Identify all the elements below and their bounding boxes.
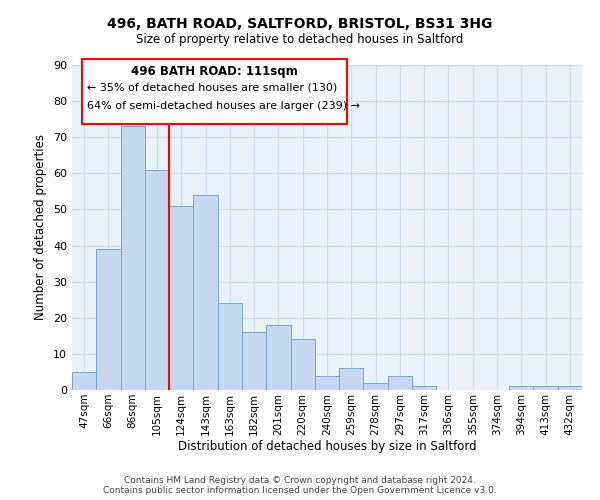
Bar: [339, 368, 364, 390]
Bar: [558, 386, 582, 390]
Bar: [364, 383, 388, 390]
FancyBboxPatch shape: [82, 58, 347, 124]
Bar: [509, 386, 533, 390]
Y-axis label: Number of detached properties: Number of detached properties: [34, 134, 47, 320]
Text: Size of property relative to detached houses in Saltford: Size of property relative to detached ho…: [136, 32, 464, 46]
Bar: [388, 376, 412, 390]
Text: Contains HM Land Registry data © Crown copyright and database right 2024.: Contains HM Land Registry data © Crown c…: [124, 476, 476, 485]
Bar: [242, 332, 266, 390]
Bar: [266, 325, 290, 390]
X-axis label: Distribution of detached houses by size in Saltford: Distribution of detached houses by size …: [178, 440, 476, 454]
Text: 64% of semi-detached houses are larger (239) →: 64% of semi-detached houses are larger (…: [88, 101, 360, 111]
Bar: [315, 376, 339, 390]
Text: Contains public sector information licensed under the Open Government Licence v3: Contains public sector information licen…: [103, 486, 497, 495]
Bar: [218, 304, 242, 390]
Bar: [533, 386, 558, 390]
Bar: [145, 170, 169, 390]
Bar: [169, 206, 193, 390]
Bar: [193, 195, 218, 390]
Bar: [96, 249, 121, 390]
Text: 496, BATH ROAD, SALTFORD, BRISTOL, BS31 3HG: 496, BATH ROAD, SALTFORD, BRISTOL, BS31 …: [107, 18, 493, 32]
Text: ← 35% of detached houses are smaller (130): ← 35% of detached houses are smaller (13…: [88, 83, 338, 93]
Bar: [290, 340, 315, 390]
Bar: [121, 126, 145, 390]
Text: 496 BATH ROAD: 111sqm: 496 BATH ROAD: 111sqm: [131, 65, 298, 78]
Bar: [72, 372, 96, 390]
Bar: [412, 386, 436, 390]
